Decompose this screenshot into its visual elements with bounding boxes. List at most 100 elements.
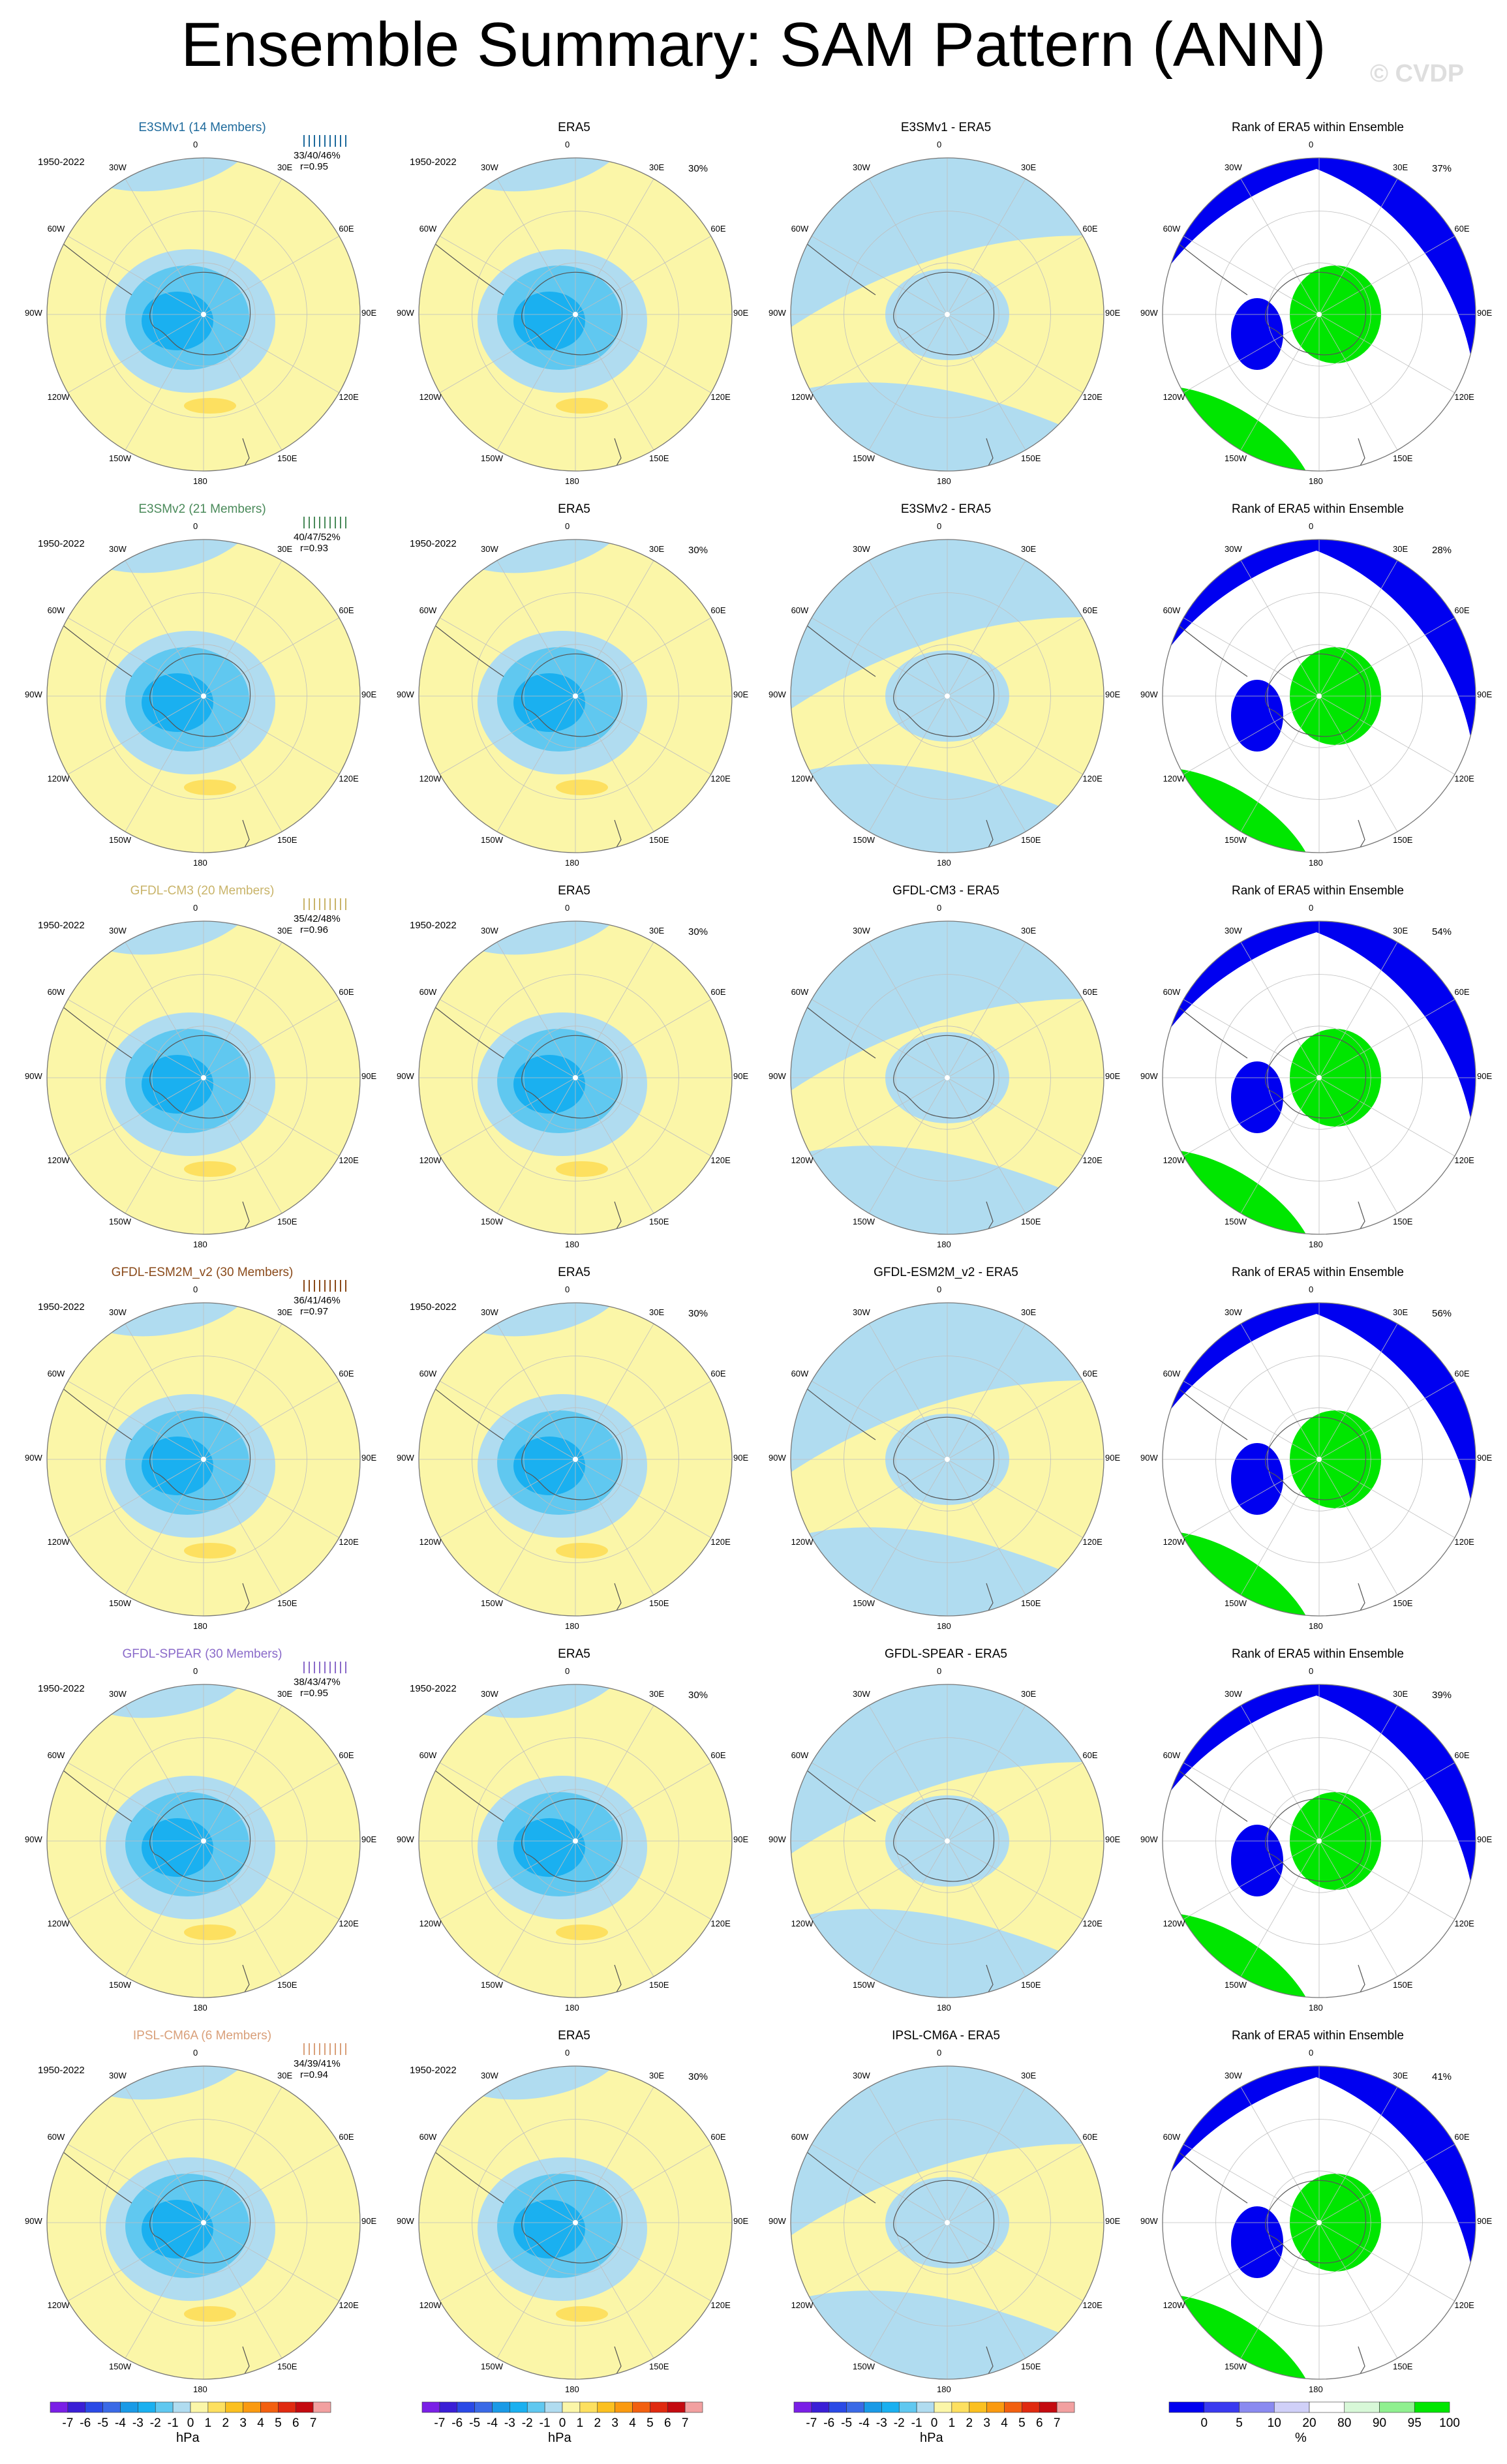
colorbar-tick-label: 0 <box>187 2416 194 2430</box>
grid-label: 120W <box>47 1155 70 1165</box>
pole-marker <box>1317 2220 1322 2225</box>
colorbar <box>793 2401 1075 2413</box>
panel-title: Rank of ERA5 within Ensemble <box>1231 121 1404 134</box>
colorbar-swatch <box>1004 2401 1022 2413</box>
rank-low-patch <box>1231 1443 1283 1515</box>
colorbar-tick-label: 95 <box>1407 2416 1422 2430</box>
colorbar-swatch <box>457 2401 475 2413</box>
rank-panel: Rank of ERA5 within Ensemble 28% 0 30E 60E 90… <box>1140 502 1492 868</box>
grid-label: 30W <box>481 543 498 554</box>
grid-label: 30E <box>1393 543 1408 554</box>
graticule <box>791 2066 1104 2379</box>
grid-label: 150W <box>109 835 131 845</box>
colorbar-swatch <box>190 2401 209 2413</box>
grid-label: 180 <box>1309 2003 1323 2013</box>
era5-sam-map <box>418 1684 733 1998</box>
positive-anomaly-core <box>184 780 236 795</box>
south-america-coastline <box>1168 236 1248 296</box>
grid-label: 60W <box>47 2132 65 2142</box>
difference-panel: GFDL-CM3 - ERA5 0 30E 60E 90E 120E 150E 180 150W… <box>769 884 1120 1249</box>
grid-label: 90W <box>769 308 786 318</box>
grid-label: 150W <box>853 1217 875 1227</box>
colorbar-tick-label: -5 <box>469 2416 481 2430</box>
colorbar-swatch <box>951 2401 970 2413</box>
colorbar-swatch <box>1056 2401 1075 2413</box>
rank-low-patch <box>1231 2206 1283 2278</box>
grid-label: 150W <box>481 2362 503 2372</box>
grid-label: 90W <box>1140 1834 1158 1844</box>
colorbar-tick-label: 1 <box>948 2416 956 2430</box>
era5-panel: ERA5 1950-2022 30% 0 30E 60E 90E 120E 150E 180 150… <box>397 2029 748 2394</box>
grid-label: 60E <box>710 987 726 997</box>
difference-panel: GFDL-SPEAR - ERA5 0 30E 60E 90E 120E 150E 180 15… <box>769 1647 1120 2013</box>
grid-label: 120E <box>1454 1155 1474 1165</box>
era5-panel: ERA5 1950-2022 30% 0 30E 60E 90E 120E 150E 180 150… <box>397 121 748 486</box>
colorbar-swatch <box>439 2401 458 2413</box>
map-boundary <box>46 157 361 472</box>
colorbar-swatch <box>615 2401 633 2413</box>
positive-anomaly-core <box>184 398 236 414</box>
grid-label: 150W <box>481 1980 503 1990</box>
grid-label: 0 <box>193 1285 198 1294</box>
grid-label: 120W <box>419 1537 442 1547</box>
rank-low-patch <box>1231 1061 1283 1133</box>
grid-label: 60E <box>710 2132 726 2142</box>
map-boundary <box>46 1684 361 1998</box>
colorbar-tick-label: -2 <box>893 2416 905 2430</box>
grid-label: 120E <box>1082 392 1103 402</box>
positive-anomaly-core <box>556 2306 608 2322</box>
grid-label: 60E <box>710 224 726 234</box>
pattern-correlation: r=0.97 <box>300 1306 328 1317</box>
graticule <box>1163 1684 1476 1998</box>
grid-label: 150W <box>1225 1980 1247 1990</box>
colorbar-tick-label: 6 <box>292 2416 299 2430</box>
graticule <box>47 158 360 471</box>
graticule <box>419 2066 732 2379</box>
colorbar-swatch <box>881 2401 900 2413</box>
era5-sam-map <box>418 920 733 1235</box>
grid-label: 150E <box>277 453 297 464</box>
colorbar-tick-label: -7 <box>434 2416 446 2430</box>
grid-label: 30W <box>109 543 127 554</box>
grid-label: 60E <box>1454 224 1470 234</box>
grid-label: 30E <box>1021 162 1037 172</box>
pattern-correlation: r=0.95 <box>300 1688 328 1699</box>
grid-label: 90E <box>361 308 377 318</box>
grid-label: 60E <box>339 605 354 615</box>
percent-label: 30% <box>688 163 708 174</box>
grid-label: 30E <box>277 1688 293 1699</box>
map-boundary <box>418 1684 733 1998</box>
grid-label: 90W <box>769 1834 786 1844</box>
grid-label: 90E <box>361 690 377 699</box>
grid-label: 150W <box>853 1980 875 1990</box>
grid-label: 120W <box>1163 774 1185 783</box>
rank-percent: 54% <box>1432 926 1452 937</box>
grid-label: 0 <box>565 1285 570 1294</box>
grid-label: 30E <box>1021 925 1037 935</box>
grid-label: 120E <box>710 2300 731 2310</box>
colorbar-tick-label: -1 <box>539 2416 551 2430</box>
grid-label: 120E <box>1082 774 1103 783</box>
grid-label: 0 <box>937 903 942 913</box>
grid-label: 0 <box>937 2048 942 2058</box>
grid-label: 90E <box>361 2216 377 2226</box>
grid-label: 90E <box>1477 1071 1493 1081</box>
colorbar-swatch <box>1273 2401 1310 2413</box>
member-ticks <box>303 135 346 147</box>
model-sam-map <box>46 539 361 853</box>
grid-label: 120W <box>791 774 814 783</box>
pole-marker <box>201 1838 206 1844</box>
colorbar-swatch <box>492 2401 510 2413</box>
grid-label: 120W <box>791 1155 814 1165</box>
grid-label: 120W <box>791 392 814 402</box>
panel-title: ERA5 <box>558 1647 590 1661</box>
grid-label: 150E <box>277 1598 297 1609</box>
grid-label: 150W <box>109 1598 131 1609</box>
grid-label: 150W <box>1225 453 1247 464</box>
panel-title: Rank of ERA5 within Ensemble <box>1231 502 1404 516</box>
grid-label: 150E <box>1393 2362 1413 2372</box>
grid-label: 150W <box>1225 1217 1247 1227</box>
grid-label: 90E <box>1477 2216 1493 2226</box>
south-america-coastline <box>1168 1762 1248 1822</box>
south-america-coastline <box>1168 1380 1248 1440</box>
